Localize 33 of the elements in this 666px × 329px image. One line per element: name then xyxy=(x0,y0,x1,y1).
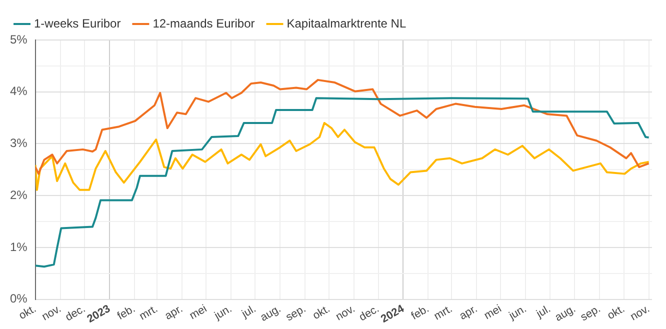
x-tick-label: aug. xyxy=(553,302,578,324)
x-tick-label: mrt. xyxy=(138,302,160,323)
x-tick-label: 2023 xyxy=(85,302,112,326)
legend-label: Kapitaalmarktrente NL xyxy=(286,16,406,30)
y-tick-label: 1% xyxy=(10,240,28,254)
x-tick-label: feb. xyxy=(409,302,432,322)
x-tick-label: apr. xyxy=(162,302,185,322)
x-tick-label: jul. xyxy=(239,302,258,321)
y-tick-label: 2% xyxy=(10,188,28,202)
x-tick-label: nov. xyxy=(40,302,64,324)
x-tick-label: okt. xyxy=(310,302,332,322)
x-tick-label: feb. xyxy=(115,302,138,322)
x-tick-label: apr. xyxy=(458,302,480,322)
legend-label: 12-maands Euribor xyxy=(152,16,255,30)
x-tick-label: okt. xyxy=(605,302,627,322)
x-tick-label: mrt. xyxy=(432,302,455,323)
x-tick-label: sep. xyxy=(578,302,603,324)
x-tick-label: mei xyxy=(188,302,210,322)
x-tick-label: dec. xyxy=(357,302,382,324)
x-tick-label: 2024 xyxy=(379,302,408,326)
x-tick-label: sep. xyxy=(284,302,308,324)
x-tick-label: jun. xyxy=(212,302,234,323)
legend-label: 1-weeks Euribor xyxy=(34,16,121,30)
x-tick-label: aug. xyxy=(258,302,284,324)
y-tick-label: 3% xyxy=(10,136,28,150)
x-tick-label: nov. xyxy=(628,302,652,324)
x-tick-label: jun. xyxy=(506,302,529,323)
x-tick-label: dec. xyxy=(63,302,88,324)
y-tick-label: 4% xyxy=(10,84,28,98)
x-tick-label: jul. xyxy=(534,302,553,321)
y-tick-label: 5% xyxy=(10,32,28,46)
x-tick-label: mei xyxy=(482,302,504,322)
x-tick-label: nov. xyxy=(334,302,358,324)
